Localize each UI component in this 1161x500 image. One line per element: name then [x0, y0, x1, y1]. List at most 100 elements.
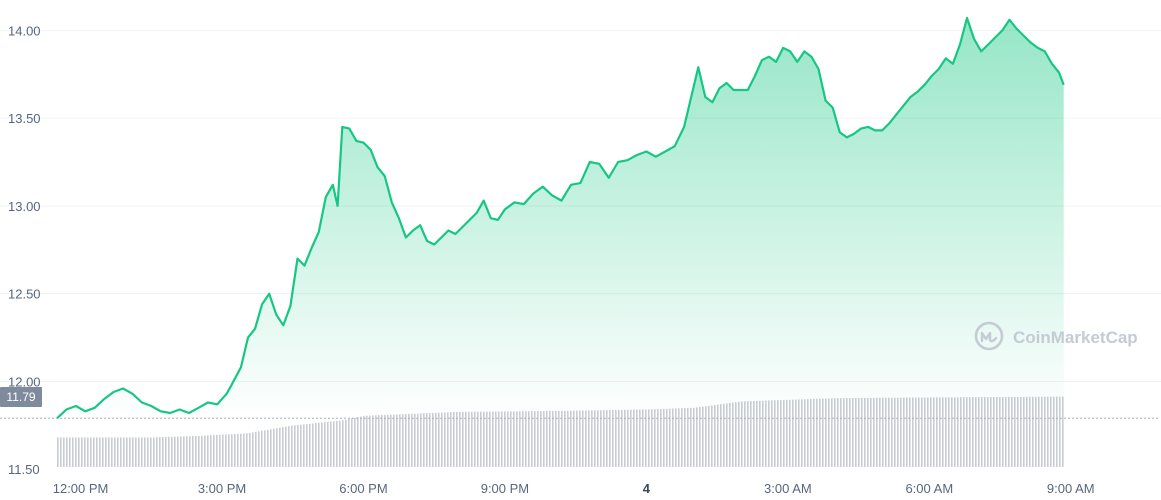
volume-bar: [801, 399, 803, 467]
volume-bar: [126, 437, 128, 467]
y-tick-label: 13.00: [8, 199, 41, 214]
volume-bar: [264, 430, 266, 467]
volume-bar: [981, 397, 983, 467]
volume-bar: [294, 425, 296, 467]
volume-bar: [690, 407, 692, 467]
volume-bar: [615, 409, 617, 467]
volume-bar: [885, 397, 887, 467]
volume-bar: [1002, 396, 1004, 467]
volume-bar: [417, 413, 419, 467]
volume-bar: [921, 397, 923, 467]
volume-bar: [651, 409, 653, 467]
volume-bar: [261, 430, 263, 467]
volume-bar: [462, 411, 464, 467]
volume-bar: [228, 434, 230, 467]
volume-bar: [339, 420, 341, 467]
volume-bar: [699, 407, 701, 467]
volume-bar: [501, 411, 503, 467]
volume-bar: [231, 434, 233, 467]
volume-bar: [204, 435, 206, 467]
volume-bar: [1041, 396, 1043, 467]
volume-bar: [546, 411, 548, 467]
volume-bar: [729, 402, 731, 467]
volume-bar: [873, 397, 875, 467]
volume-bar: [864, 397, 866, 467]
volume-bar: [537, 411, 539, 467]
volume-bar: [720, 404, 722, 467]
volume-bar: [909, 397, 911, 467]
volume-bar: [405, 414, 407, 467]
volume-bar: [321, 422, 323, 467]
volume-bar: [456, 411, 458, 467]
volume-bar: [1047, 396, 1049, 467]
volume-bar: [669, 408, 671, 467]
volume-bar: [624, 409, 626, 467]
volume-bar: [618, 409, 620, 467]
volume-bar: [1014, 396, 1016, 467]
volume-bar: [144, 437, 146, 467]
volume-bar: [384, 414, 386, 467]
volume-bar: [732, 402, 734, 467]
volume-bar: [429, 413, 431, 467]
volume-bar: [393, 414, 395, 467]
volume-bar: [207, 435, 209, 467]
volume-bar: [486, 411, 488, 467]
volume-bar: [1005, 396, 1007, 467]
volume-bar: [378, 415, 380, 467]
volume-bar: [174, 436, 176, 467]
volume-bar: [753, 400, 755, 467]
volume-bar: [282, 427, 284, 467]
volume-bar: [531, 411, 533, 467]
volume-bar: [861, 397, 863, 467]
volume-bar: [528, 411, 530, 467]
volume-bar: [540, 411, 542, 467]
volume-bar: [267, 429, 269, 467]
volume-bar: [195, 435, 197, 467]
volume-bar: [687, 408, 689, 467]
volume-bar: [630, 409, 632, 467]
volume-bar: [1029, 396, 1031, 467]
volume-bar: [1017, 396, 1019, 467]
volume-bar: [657, 409, 659, 467]
volume-bar: [243, 433, 245, 467]
volume-bar: [276, 428, 278, 467]
volume-bar: [798, 399, 800, 467]
volume-bar: [426, 413, 428, 467]
volume-bar: [441, 412, 443, 467]
volume-bar: [510, 411, 512, 467]
volume-bar: [159, 437, 161, 467]
volume-bar: [735, 402, 737, 467]
volume-bar: [555, 410, 557, 467]
volume-bar: [795, 399, 797, 467]
volume-bar: [150, 437, 152, 467]
volume-bar: [888, 397, 890, 467]
volume-bar: [822, 398, 824, 467]
volume-bar: [567, 410, 569, 467]
volume-bar: [285, 426, 287, 467]
volume-bar: [411, 413, 413, 467]
volume-bar: [447, 412, 449, 467]
volume-bars: [57, 396, 1064, 467]
volume-bar: [606, 410, 608, 467]
volume-bar: [672, 408, 674, 467]
volume-bar: [135, 437, 137, 467]
volume-bar: [894, 397, 896, 467]
volume-bar: [438, 412, 440, 467]
volume-bar: [471, 411, 473, 467]
volume-bar: [102, 437, 104, 467]
volume-bar: [969, 397, 971, 467]
volume-bar: [858, 398, 860, 467]
volume-bar: [189, 436, 191, 467]
volume-bar: [216, 434, 218, 467]
volume-bar: [177, 436, 179, 467]
volume-bar: [972, 397, 974, 467]
volume-bar: [990, 397, 992, 467]
volume-bar: [351, 418, 353, 467]
volume-bar: [1008, 396, 1010, 467]
volume-bar: [654, 409, 656, 467]
volume-bar: [876, 397, 878, 467]
volume-bar: [552, 411, 554, 467]
volume-bar: [843, 398, 845, 467]
volume-bar: [954, 397, 956, 467]
